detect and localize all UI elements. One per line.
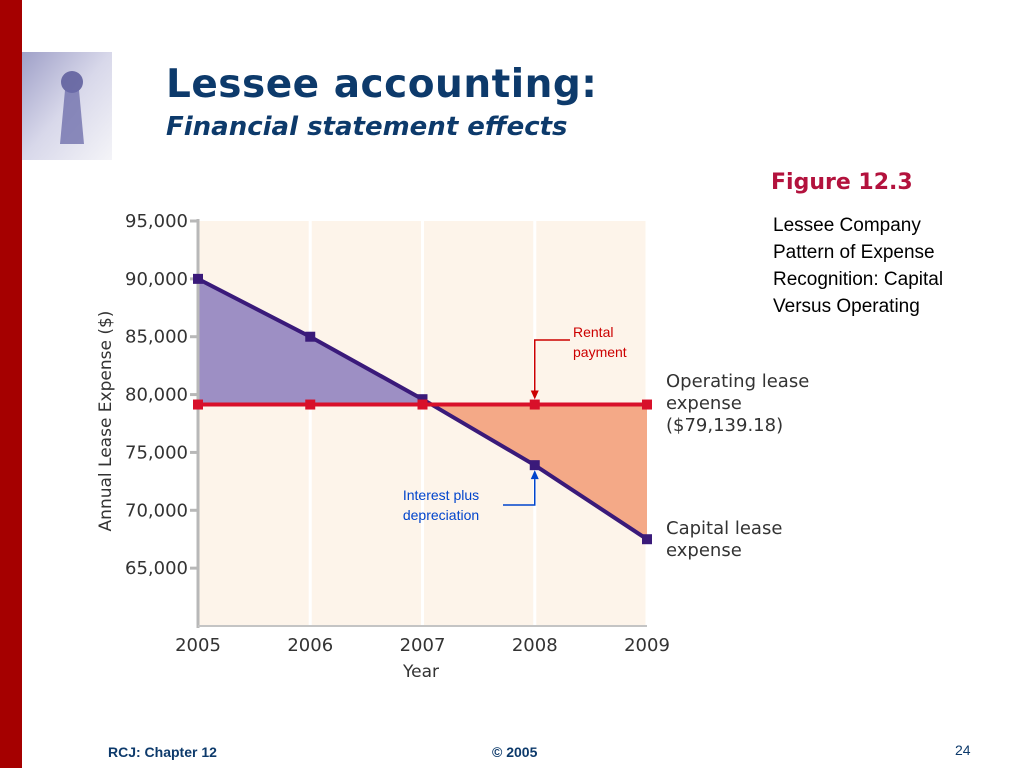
y-tick-label: 90,000 bbox=[125, 269, 188, 290]
footer-copyright: © 2005 bbox=[492, 744, 538, 760]
operating-lease-point bbox=[417, 399, 428, 410]
operating-lease-label: expense bbox=[666, 393, 742, 414]
y-tick-label: 70,000 bbox=[125, 500, 188, 521]
capital-lease-point bbox=[193, 273, 203, 284]
operating-lease-point bbox=[529, 399, 540, 410]
y-tick-label: 95,000 bbox=[125, 211, 188, 232]
x-tick-label: 2005 bbox=[175, 635, 221, 656]
y-tick-label: 65,000 bbox=[125, 558, 188, 579]
caption-line: Versus Operating bbox=[773, 296, 920, 317]
interest-depreciation-label: Interest plus bbox=[403, 487, 479, 503]
slide-title: Lessee accounting: bbox=[166, 62, 598, 107]
keyhole-logo bbox=[22, 52, 112, 160]
rental-payment-arrowhead bbox=[530, 390, 539, 400]
caption-line: Pattern of Expense bbox=[773, 242, 935, 263]
interest-depreciation-leader bbox=[503, 479, 536, 506]
x-axis-title: Year bbox=[402, 662, 439, 682]
operating-lease-point bbox=[305, 399, 316, 410]
capital-lease-point bbox=[305, 331, 316, 342]
operating-lease-point bbox=[642, 399, 652, 410]
y-tick-label: 75,000 bbox=[125, 442, 188, 463]
slide-subtitle: Financial statement effects bbox=[166, 112, 568, 142]
footer-chapter: RCJ: Chapter 12 bbox=[108, 744, 217, 760]
capital-lease-label: expense bbox=[666, 540, 742, 561]
page-number: 24 bbox=[955, 742, 971, 758]
capital-lease-point bbox=[529, 460, 540, 471]
caption-line: Lessee Company bbox=[773, 215, 921, 236]
operating-lease-point bbox=[193, 399, 203, 410]
x-tick-label: 2007 bbox=[400, 635, 446, 656]
x-tick-label: 2006 bbox=[287, 635, 333, 656]
operating-excess-area bbox=[431, 404, 647, 540]
rental-payment-label: Rental bbox=[573, 324, 613, 340]
capital-lease-label: Capital lease bbox=[666, 518, 782, 539]
x-tick-label: 2008 bbox=[512, 635, 558, 656]
y-axis-title: Annual Lease Expense ($) bbox=[96, 311, 116, 532]
x-tick-label: 2009 bbox=[624, 635, 670, 656]
accent-bar bbox=[0, 0, 22, 768]
caption-line: Recognition: Capital bbox=[773, 269, 944, 290]
figure-caption: Lessee Company Pattern of Expense Recogn… bbox=[773, 212, 1013, 320]
rental-payment-leader bbox=[534, 339, 570, 391]
operating-lease-label: ($79,139.18) bbox=[666, 415, 783, 436]
rental-payment-label: payment bbox=[573, 344, 627, 360]
figure-label: Figure 12.3 bbox=[771, 170, 913, 195]
capital-lease-point bbox=[417, 394, 428, 405]
y-tick-label: 85,000 bbox=[125, 327, 188, 348]
y-tick-label: 80,000 bbox=[125, 385, 188, 406]
interest-depreciation-label: depreciation bbox=[403, 507, 479, 523]
capital-lease-point bbox=[642, 534, 652, 545]
operating-lease-label: Operating lease bbox=[666, 371, 809, 392]
interest-depreciation-arrowhead bbox=[530, 470, 539, 480]
